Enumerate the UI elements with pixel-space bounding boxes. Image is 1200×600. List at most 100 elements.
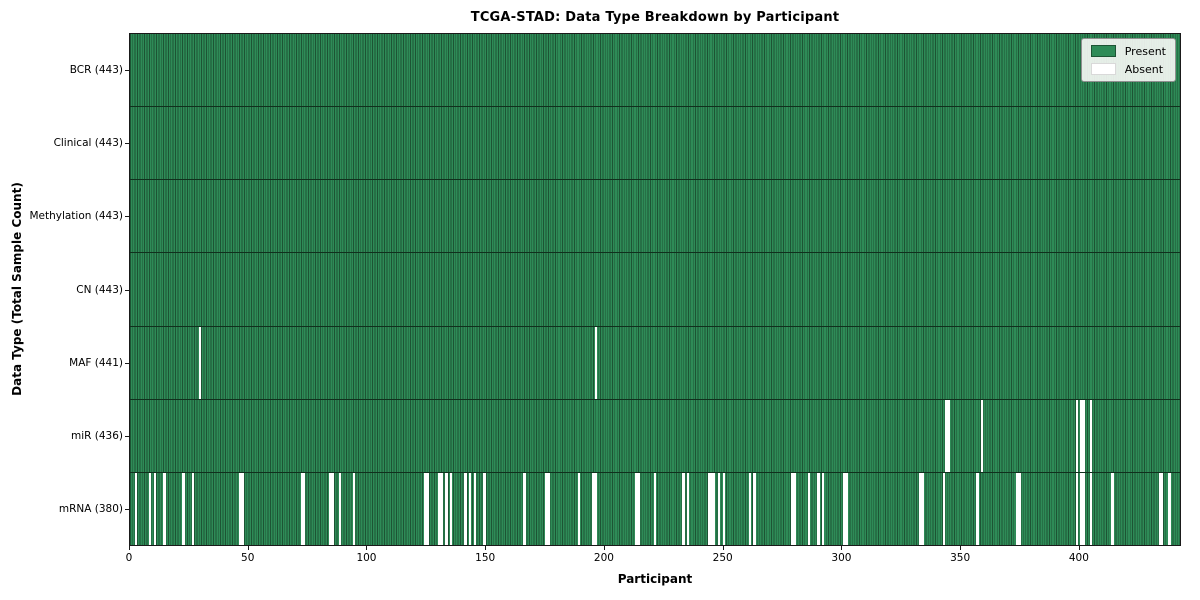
absent-mark-miR-402 [1082,399,1086,472]
x-tick-label-350: 350 [950,552,971,564]
legend-item-absent: Absent [1090,62,1166,76]
x-tick-mark-350 [960,546,962,550]
legend-item-present: Present [1090,44,1166,58]
absent-mark-mRNA-22 [182,472,185,545]
x-tick-label-250: 250 [712,552,733,564]
heatmap-row-Methylation [130,180,1180,254]
y-tick-label-mRNA: mRNA (380) [58,503,123,516]
absent-mark-mRNA-290 [817,472,820,545]
heatmap-row-BCR [130,34,1180,108]
heatmap-row-miR [130,399,1180,473]
absent-mark-mRNA-435 [1161,472,1164,545]
absent-mark-MAF-29 [198,326,202,399]
absent-mark-mRNA-233 [682,472,685,545]
absent-mark-mRNA-72 [300,472,303,545]
y-tick-label-Clinical: Clinical (443) [53,136,123,149]
heatmap-row-Clinical [130,107,1180,181]
absent-mark-mRNA-124 [423,472,427,545]
y-tick-label-CN: CN (443) [76,283,123,296]
plot-area: Present Absent [129,33,1181,546]
y-tick-label-BCR: BCR (443) [69,63,123,76]
absent-mark-mRNA-8 [148,472,152,545]
absent-mark-mRNA-133 [445,472,448,545]
absent-mark-mRNA-280 [793,472,797,545]
absent-mark-mRNA-26 [191,472,194,545]
absent-mark-mRNA-196 [594,472,597,545]
present-color-swatch [1090,45,1116,57]
absent-mark-mRNA-399 [1075,472,1079,545]
absent-mark-mRNA-2 [134,472,138,545]
y-tick-mark-miR [125,436,129,438]
absent-mark-mRNA-334 [921,472,924,545]
absent-mark-mRNA-401 [1080,472,1083,545]
absent-mark-miR-401 [1080,399,1083,472]
x-tick-mark-200 [603,546,605,550]
absent-color-swatch [1090,63,1116,75]
absent-mark-mRNA-213 [634,472,638,545]
absent-mark-mRNA-125 [426,472,429,545]
absent-mark-mRNA-244 [708,472,711,545]
x-tick-mark-400 [1078,546,1080,550]
absent-mark-mRNA-189 [577,472,581,545]
absent-mark-mRNA-248 [717,472,721,545]
absent-mark-mRNA-279 [791,472,794,545]
x-tick-label-50: 50 [241,552,255,564]
absent-mark-mRNA-135 [449,472,453,545]
absent-mark-mRNA-73 [303,472,306,545]
x-tick-label-300: 300 [831,552,852,564]
absent-mark-MAF-196 [594,326,597,399]
x-tick-label-100: 100 [356,552,377,564]
x-tick-label-400: 400 [1068,552,1089,564]
absent-mark-mRNA-286 [807,472,811,545]
absent-mark-mRNA-402 [1082,472,1086,545]
x-tick-mark-50 [247,546,249,550]
absent-mark-mRNA-46 [239,472,242,545]
absent-mark-mRNA-235 [686,472,690,545]
absent-mark-miR-399 [1075,399,1079,472]
heatmap-row-mRNA [130,472,1180,545]
absent-mark-mRNA-176 [547,472,550,545]
absent-mark-mRNA-131 [440,472,443,545]
absent-mark-mRNA-195 [592,472,595,545]
x-tick-mark-150 [485,546,487,550]
y-tick-mark-BCR [125,69,129,71]
absent-mark-mRNA-292 [822,472,825,545]
absent-mark-mRNA-214 [637,472,640,545]
chart-title: TCGA-STAD: Data Type Breakdown by Partic… [470,10,840,25]
absent-mark-mRNA-414 [1111,472,1114,545]
legend: Present Absent [1080,38,1176,82]
absent-mark-mRNA-88 [338,472,341,545]
absent-mark-mRNA-333 [919,472,922,545]
heatmap-rows [130,34,1180,545]
heatmap-row-MAF [130,326,1180,400]
absent-mark-miR-344 [945,399,948,472]
x-tick-mark-250 [722,546,724,550]
y-tick-mark-CN [125,289,129,291]
absent-mark-mRNA-374 [1016,472,1019,545]
absent-mark-mRNA-405 [1089,472,1093,545]
absent-mark-mRNA-245 [710,472,714,545]
absent-mark-mRNA-10 [153,472,157,545]
absent-mark-mRNA-149 [483,472,486,545]
x-tick-label-150: 150 [475,552,496,564]
legend-label-present: Present [1124,44,1166,58]
legend-label-absent: Absent [1124,62,1164,76]
x-tick-mark-300 [841,546,843,550]
y-tick-mark-Methylation [125,216,129,218]
y-tick-label-MAF: MAF (441) [69,356,123,369]
absent-mark-mRNA-250 [722,472,725,545]
absent-mark-mRNA-14 [163,472,166,545]
x-tick-label-200: 200 [593,552,614,564]
absent-mark-mRNA-221 [653,472,657,545]
absent-mark-mRNA-94 [352,472,356,545]
y-tick-label-Methylation: Methylation (443) [29,210,123,223]
absent-mark-mRNA-375 [1018,472,1022,545]
absent-mark-miR-345 [947,399,951,472]
absent-mark-mRNA-145 [473,472,477,545]
absent-mark-mRNA-302 [845,472,849,545]
y-tick-mark-mRNA [125,509,129,511]
x-tick-mark-0 [129,546,130,550]
absent-mark-mRNA-175 [544,472,548,545]
absent-mark-miR-359 [980,399,984,472]
